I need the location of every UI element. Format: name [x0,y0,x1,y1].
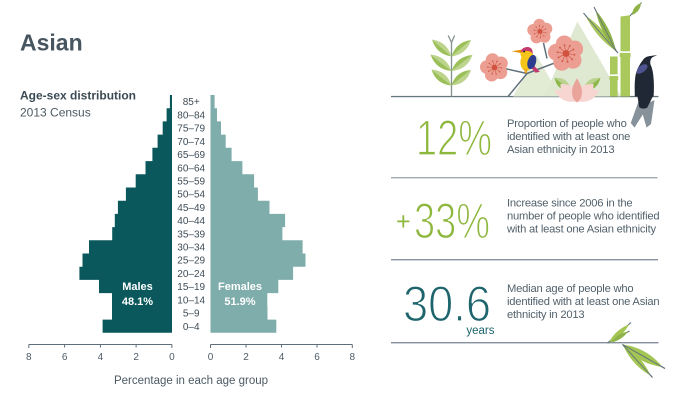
svg-text:4: 4 [279,352,285,363]
svg-text:80–84: 80–84 [177,110,205,121]
svg-text:8: 8 [350,352,356,363]
svg-text:50–54: 50–54 [177,190,205,201]
svg-text:Proportion of people who: Proportion of people who [507,118,627,130]
svg-text:4: 4 [98,352,104,363]
svg-text:Age-sex distribution: Age-sex distribution [20,89,136,103]
svg-text:Asian ethnicity in 2013: Asian ethnicity in 2013 [507,144,614,156]
svg-text:45–49: 45–49 [177,203,205,214]
svg-text:2: 2 [133,352,139,363]
svg-text:Increase since 2006 in the: Increase since 2006 in the [507,198,632,210]
svg-text:70–74: 70–74 [177,137,205,148]
svg-text:15–19: 15–19 [177,282,205,293]
svg-text:35–39: 35–39 [177,229,205,240]
svg-text:10–14: 10–14 [177,295,205,306]
svg-text:20–24: 20–24 [177,269,205,280]
svg-text:55–59: 55–59 [177,176,205,187]
svg-text:0: 0 [208,352,214,363]
svg-text:12%: 12% [416,110,492,166]
svg-text:2013 Census: 2013 Census [20,106,91,120]
svg-text:identified with at least one A: identified with at least one Asian [507,296,659,308]
svg-text:5–9: 5–9 [183,309,200,320]
svg-text:Females: Females [218,281,262,293]
svg-text:30–34: 30–34 [177,243,205,254]
svg-text:0: 0 [169,352,175,363]
svg-text:identified with at least one: identified with at least one [507,131,630,143]
svg-text:Median age of people who: Median age of people who [507,283,633,295]
svg-text:85+: 85+ [183,97,200,108]
svg-text:Males: Males [122,281,153,293]
svg-text:6: 6 [62,352,68,363]
svg-text:with at least one Asian ethnic: with at least one Asian ethnicity [506,224,656,236]
svg-text:48.1%: 48.1% [122,296,153,308]
svg-text:60–64: 60–64 [177,163,205,174]
svg-text:Percentage in each age group: Percentage in each age group [114,375,268,387]
svg-text:65–69: 65–69 [177,150,205,161]
svg-text:2: 2 [243,352,249,363]
svg-text:0–4: 0–4 [183,322,200,333]
svg-text:30.6: 30.6 [403,276,491,332]
svg-text:+: + [396,208,411,236]
svg-text:Asian: Asian [20,30,83,56]
svg-text:8: 8 [26,352,32,363]
svg-text:number of people who identifie: number of people who identified [507,211,659,223]
svg-text:51.9%: 51.9% [224,296,255,308]
svg-text:6: 6 [314,352,320,363]
svg-text:33%: 33% [414,193,490,249]
svg-text:years: years [466,325,494,337]
svg-text:25–29: 25–29 [177,256,205,267]
svg-text:75–79: 75–79 [177,124,205,135]
svg-text:40–44: 40–44 [177,216,205,227]
svg-text:ethnicity in 2013: ethnicity in 2013 [507,309,584,321]
